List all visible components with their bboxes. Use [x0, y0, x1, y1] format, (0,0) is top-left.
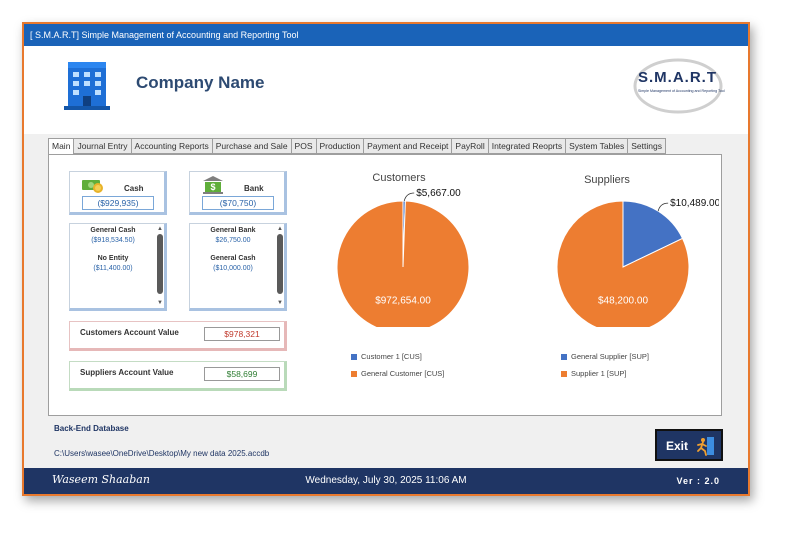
exit-button[interactable]: Exit [655, 429, 723, 461]
bank-card[interactable]: $ Bank ($70,750) [189, 171, 287, 215]
suppliers-pie-chart: $10,489.00 $48,200.00 [556, 198, 719, 327]
suppliers-account-value: $58,699 [204, 367, 280, 381]
tab-payment-and-receipt[interactable]: Payment and Receipt [364, 138, 453, 154]
footer: Waseem Shaaban Wednesday, July 30, 2025 … [24, 468, 748, 494]
version-label: Ver : 2.0 [676, 476, 720, 486]
tab-pos[interactable]: POS [291, 138, 317, 154]
cash-icon [82, 180, 103, 193]
bank-value: ($70,750) [202, 196, 274, 210]
cash-label: Cash [124, 184, 144, 193]
suppliers-account-label: Suppliers Account Value [80, 368, 174, 377]
list-item: General Cash [90, 227, 136, 234]
scroll-thumb[interactable] [277, 234, 283, 294]
customers-account-card: Customers Account Value $978,321 [69, 321, 287, 351]
tab-purchase-and-sale[interactable]: Purchase and Sale [212, 138, 292, 154]
current-datetime: Wednesday, July 30, 2025 11:06 AM [305, 475, 467, 486]
tab-bar: Main Journal Entry Accounting Reports Pu… [48, 138, 666, 155]
legend-label: General Customer [CUS] [361, 369, 445, 378]
company-name: Company Name [136, 73, 265, 92]
list-item: General Bank [210, 227, 256, 234]
legend-swatch [351, 371, 357, 377]
customers-account-value: $978,321 [204, 327, 280, 341]
tab-settings[interactable]: Settings [628, 138, 666, 154]
main-panel: Cash ($929,935) $ Bank ($70,750) General… [48, 154, 722, 416]
legend-swatch [351, 354, 357, 360]
list-item-value: ($11,400.00) [93, 265, 133, 272]
tab-production[interactable]: Production [316, 138, 365, 154]
customers-legend-item-2: General Customer [CUS] [351, 369, 444, 378]
backend-label: Back-End Database [54, 424, 129, 433]
scroll-down-icon[interactable]: ▼ [277, 300, 283, 306]
customers-pie-chart: $5,667.00 $972,654.00 [336, 188, 470, 327]
cash-list[interactable]: General Cash ($918,534.50) No Entity ($1… [69, 223, 167, 311]
pie-leader-line-1 [657, 202, 669, 212]
building-icon [64, 62, 110, 110]
suppliers-legend-item-2: Supplier 1 [SUP] [561, 369, 626, 378]
customers-chart-title: Customers [372, 172, 426, 184]
pie-data-label-2: $972,654.00 [375, 295, 431, 306]
legend-label: Customer 1 [CUS] [361, 352, 422, 361]
author-signature: Waseem Shaaban [52, 473, 150, 486]
suppliers-chart-title: Suppliers [584, 174, 630, 186]
tab-payroll[interactable]: PayRoll [452, 138, 489, 154]
pie-leader-line-1 [403, 192, 415, 202]
pie-slice-2 [336, 200, 470, 327]
scroll-up-icon[interactable]: ▲ [157, 226, 163, 232]
list-item: No Entity [97, 255, 129, 262]
scroll-thumb[interactable] [157, 234, 163, 294]
pie-data-label-1: $5,667.00 [416, 188, 461, 199]
exit-label: Exit [666, 439, 689, 453]
pie-slice-2 [556, 200, 690, 327]
tab-journal-entry[interactable]: Journal Entry [74, 138, 132, 154]
list-item-value: ($10,000.00) [213, 265, 253, 272]
cash-value: ($929,935) [82, 196, 154, 210]
pie-data-label-1: $10,489.00 [670, 198, 719, 209]
bank-list-scrollbar[interactable]: ▲ ▼ [276, 226, 284, 306]
suppliers-account-card: Suppliers Account Value $58,699 [69, 361, 287, 391]
database-path[interactable]: C:\Users\wasee\OneDrive\Desktop\My new d… [54, 449, 270, 458]
exit-running-man-icon [697, 437, 714, 456]
tab-main[interactable]: Main [48, 138, 75, 155]
suppliers-legend-item-1: General Supplier [SUP] [561, 352, 649, 361]
scroll-down-icon[interactable]: ▼ [157, 300, 163, 306]
legend-swatch [561, 371, 567, 377]
logo-title: S.M.A.R.T [638, 69, 717, 86]
header: Company Name S.M.A.R.T Simple Management… [24, 46, 748, 134]
list-item-value: $26,750.00 [215, 237, 251, 244]
pie-slice-1 [622, 200, 684, 268]
svg-text:$: $ [210, 182, 215, 192]
tab-integrated-reports[interactable]: Integrated Reoprts [488, 138, 567, 154]
list-item: General Cash [210, 255, 256, 262]
cash-list-scrollbar[interactable]: ▲ ▼ [156, 226, 164, 306]
customers-account-label: Customers Account Value [80, 328, 179, 337]
logo-subtitle: Simple Management of Accounting and Repo… [638, 89, 725, 93]
window-title: [ S.M.A.R.T] Simple Management of Accoun… [24, 24, 748, 46]
legend-label: General Supplier [SUP] [571, 352, 649, 361]
pie-data-label-2: $48,200.00 [598, 295, 648, 306]
bank-list[interactable]: General Bank $26,750.00 General Cash ($1… [189, 223, 287, 311]
scroll-up-icon[interactable]: ▲ [277, 226, 283, 232]
bank-label: Bank [244, 184, 264, 193]
bank-icon: $ [203, 176, 223, 194]
customers-legend-item-1: Customer 1 [CUS] [351, 352, 422, 361]
tab-system-tables[interactable]: System Tables [566, 138, 629, 154]
legend-swatch [561, 354, 567, 360]
app-window: [ S.M.A.R.T] Simple Management of Accoun… [22, 22, 750, 496]
tab-accounting-reports[interactable]: Accounting Reports [131, 138, 213, 154]
list-item-value: ($918,534.50) [91, 237, 135, 244]
smart-logo: S.M.A.R.T Simple Management of Accountin… [632, 56, 725, 116]
cash-card[interactable]: Cash ($929,935) [69, 171, 167, 215]
legend-label: Supplier 1 [SUP] [571, 369, 627, 378]
